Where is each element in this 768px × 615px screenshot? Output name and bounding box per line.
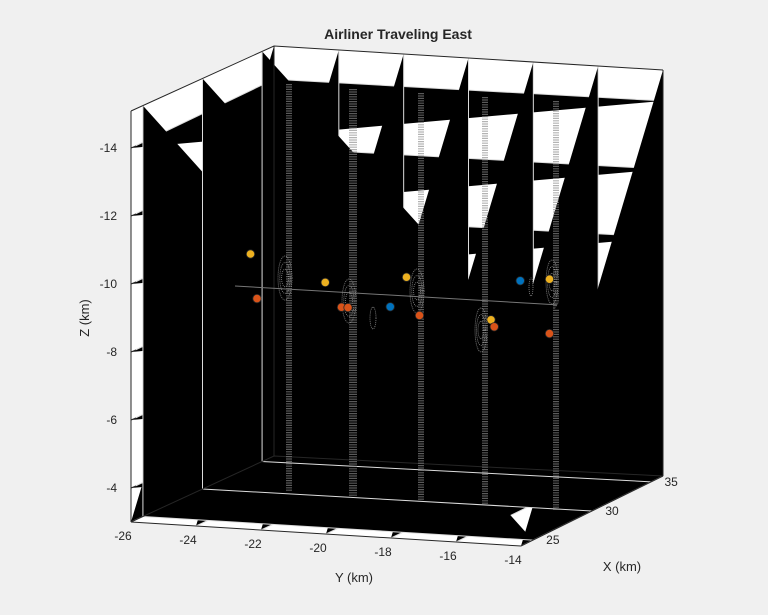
detection-point xyxy=(544,274,555,284)
detection-point xyxy=(489,322,499,332)
x-axis-label: X (km) xyxy=(603,559,641,574)
x-tick-label: 25 xyxy=(546,533,560,547)
z-tick-mark xyxy=(130,349,137,353)
beam-ellipse xyxy=(279,262,291,294)
y-tick-label: -24 xyxy=(179,533,197,547)
z-tick-mark xyxy=(130,281,137,285)
z-axis-label: Z (km) xyxy=(77,299,92,337)
beam-ellipse xyxy=(277,255,293,301)
z-tick-mark xyxy=(130,417,137,421)
y-tick-label: -18 xyxy=(374,545,392,559)
detection-point xyxy=(245,249,256,259)
beam-ellipse xyxy=(474,307,488,353)
z-tick-label: -12 xyxy=(100,209,118,223)
detection-points xyxy=(245,249,555,339)
y-axis-label: Y (km) xyxy=(335,570,373,585)
detection-point xyxy=(385,302,395,312)
frame-y-axis-line xyxy=(130,521,522,547)
detection-point xyxy=(401,272,412,282)
beam-column xyxy=(409,93,425,500)
z-tick-label: -14 xyxy=(100,141,118,155)
beam-ellipse xyxy=(477,320,485,340)
detection-point xyxy=(544,328,555,339)
y-tick-label: -20 xyxy=(309,541,327,555)
beam-ellipse xyxy=(411,275,423,307)
chart-title: Airliner Traveling East xyxy=(324,26,472,42)
beam-ellipse xyxy=(413,281,421,301)
y-tick-label: -26 xyxy=(114,529,132,543)
beam-ellipse xyxy=(341,278,357,324)
tick-labels: -14 -12 -10 -8 -6 -4 -26 -24 -22 -20 -18 -16 -14 25 30… xyxy=(100,141,679,567)
detection-point xyxy=(414,310,425,320)
beam-column xyxy=(277,84,293,492)
detection-point xyxy=(320,277,330,287)
beam-ellipse xyxy=(548,272,556,292)
truth-track-line xyxy=(234,285,561,306)
detection-point xyxy=(515,276,525,286)
z-tick-mark xyxy=(130,213,137,217)
y-tick-label: -22 xyxy=(244,537,262,551)
airliner-track xyxy=(234,285,565,309)
gridlines xyxy=(130,46,664,547)
beam-ellipse xyxy=(343,285,355,317)
beam-ellipse xyxy=(369,306,377,330)
beam-ellipse xyxy=(476,314,486,346)
airliner-marker xyxy=(555,300,565,309)
y-tick-label: -14 xyxy=(504,553,522,567)
beam-ellipse xyxy=(547,266,557,298)
z-tick-mark xyxy=(130,145,137,149)
beam-ellipse xyxy=(545,259,559,305)
z-tick-label: -6 xyxy=(106,413,117,427)
frame-x-axis-line xyxy=(520,475,664,547)
beam-ellipse xyxy=(345,291,353,311)
z-tick-label: -4 xyxy=(106,481,117,495)
y-tick-label: -16 xyxy=(439,549,457,563)
x-tick-label: 35 xyxy=(664,475,678,489)
beam-ellipse xyxy=(528,277,534,297)
detection-point xyxy=(252,293,262,304)
z-tick-label: -10 xyxy=(100,277,118,291)
beam-ellipse xyxy=(281,268,289,288)
x-tick-label: 30 xyxy=(605,504,619,518)
axes-frame xyxy=(130,45,664,547)
detection-point xyxy=(343,302,353,313)
z-tick-mark xyxy=(130,485,137,489)
z-tick-label: -8 xyxy=(106,345,117,359)
